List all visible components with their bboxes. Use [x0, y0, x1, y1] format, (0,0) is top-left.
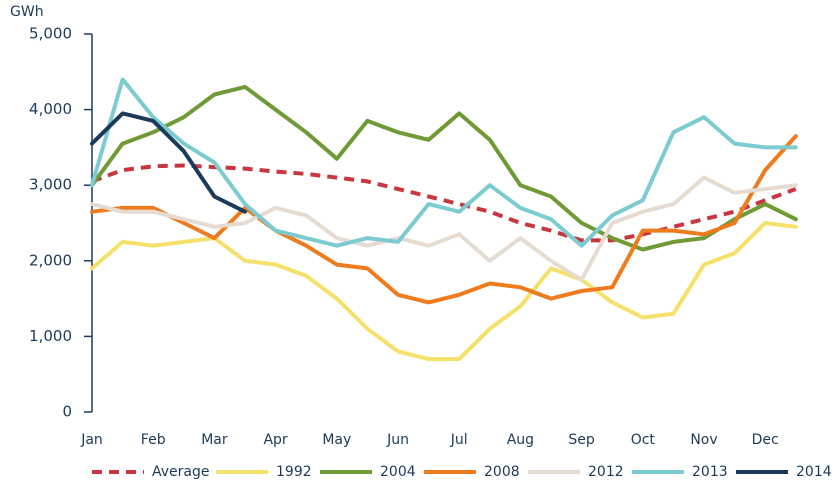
y-tick-label: 1,000: [29, 327, 72, 345]
series-line: [90, 111, 247, 214]
x-tick-label: Dec: [752, 432, 779, 448]
y-axis-label: GWh: [10, 4, 44, 20]
x-tick-label: Aug: [507, 432, 534, 448]
y-tick-label: 0: [62, 403, 72, 421]
legend-label: 2012: [588, 464, 624, 480]
x-tick-label: Jun: [386, 432, 409, 448]
x-tick-label: Sep: [568, 432, 595, 448]
x-tick-label: Apr: [263, 432, 287, 448]
series-line: [90, 77, 798, 248]
x-tick-label: Jul: [450, 432, 468, 448]
legend-label: 2004: [380, 464, 416, 480]
x-tick-label: Oct: [631, 432, 656, 448]
y-tick-label: 2,000: [29, 251, 72, 269]
y-tick-label: 4,000: [29, 100, 72, 118]
x-tick-label: Jan: [80, 432, 103, 448]
legend-label: 2008: [484, 464, 520, 480]
series-line: [90, 134, 798, 305]
series-line: [91, 163, 797, 243]
legend-label: 2014: [796, 464, 832, 480]
legend-label: 1992: [276, 464, 312, 480]
x-tick-label: Feb: [141, 432, 166, 448]
y-tick-label: 3,000: [29, 176, 72, 194]
legend-label: Average: [152, 464, 210, 480]
legend-label: 2013: [692, 464, 728, 480]
x-tick-label: Nov: [690, 432, 717, 448]
series-line: [90, 175, 798, 282]
x-tick-label: May: [322, 432, 351, 448]
series-line: [90, 84, 798, 252]
series-line: [90, 221, 798, 362]
x-tick-label: Mar: [201, 432, 228, 448]
y-tick-label: 5,000: [29, 25, 72, 43]
